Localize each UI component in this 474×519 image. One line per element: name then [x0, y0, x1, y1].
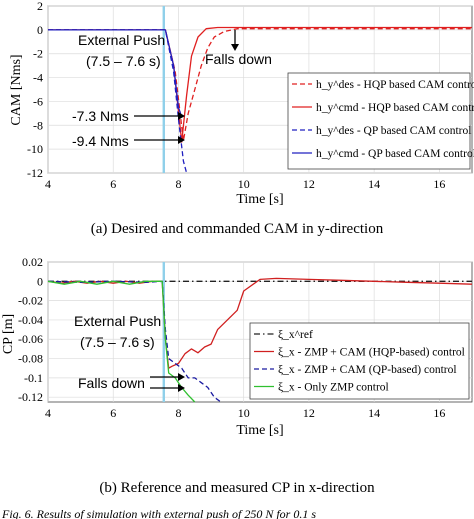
a-x-tick-label: 12 — [303, 177, 315, 191]
chart-b-annotation-push: External Push — [74, 313, 161, 329]
chart-a-annotation-push: External Push — [78, 32, 165, 48]
chart-a-ylabel: CAM [Nms] — [9, 54, 24, 125]
chart-b-caption: (b) Reference and measured CP in x-direc… — [99, 480, 375, 496]
a-x-tick-label: 14 — [368, 177, 380, 191]
b-x-tick-label: 16 — [433, 406, 445, 420]
chart-a-legend: h_y^des - HQP based CAM control h_y^cmd -… — [287, 72, 474, 170]
b-y-tick-label: -0.08 — [18, 352, 43, 366]
chart-b-xlabel: Time [s] — [236, 423, 283, 438]
a-x-tick-label: 16 — [433, 177, 445, 191]
chart-a-x-ticks: 4 6 8 10 12 14 16 — [45, 177, 445, 191]
b-legend-label-1: ξ_x - ZMP + CAM (HQP-based) control — [278, 347, 465, 359]
b-legend-label-0: ξ_x^ref — [278, 329, 313, 341]
b-series-line-2 — [47, 280, 222, 403]
chart-a-annotation-94: -9.4 Nms — [72, 133, 129, 149]
b-x-tick-label: 12 — [303, 406, 315, 420]
a-y-tick-label: 0 — [37, 23, 43, 37]
chart-b-annotation-falls: Falls down — [78, 375, 145, 391]
chart-b: 4 6 8 10 12 14 16 0.02 0 -0.02 -0.04 -0.06 -0.08 -0.… — [1, 255, 473, 438]
a-y-tick-label: -6 — [33, 94, 43, 108]
b-x-tick-label: 14 — [368, 406, 380, 420]
a-x-tick-label: 6 — [110, 177, 116, 191]
chart-a-annotation-73: -7.3 Nms — [72, 108, 129, 124]
b-legend-label-2: ξ_x - ZMP + CAM (QP-based) control — [278, 364, 457, 376]
a-x-tick-label: 4 — [45, 177, 51, 191]
chart-a-caption: (a) Desired and commanded CAM in y-direc… — [91, 221, 384, 237]
a-y-tick-label: -12 — [27, 166, 43, 180]
b-x-tick-label: 4 — [45, 406, 51, 420]
a-y-tick-label: -4 — [33, 71, 43, 85]
b-y-tick-label: -0.12 — [18, 390, 43, 404]
chart-b-y-ticks: 0.02 0 -0.02 -0.04 -0.06 -0.08 -0.1 -0.12 — [18, 255, 43, 404]
a-series-line-0 — [48, 28, 472, 142]
chart-a-annotation-falls: Falls down — [205, 51, 272, 67]
chart-b-falls-arrows — [150, 373, 185, 392]
b-y-tick-label: -0.02 — [18, 294, 43, 308]
chart-a-falls-arrow — [231, 30, 239, 51]
b-y-tick-label: -0.04 — [18, 313, 43, 327]
chart-b-x-ticks: 4 6 8 10 12 14 16 — [45, 406, 445, 420]
chart-a-y-ticks: 2 0 -2 -4 -6 -8 -10 -12 — [27, 0, 43, 180]
a-y-tick-label: -2 — [33, 47, 43, 61]
chart-a: 4 6 8 10 12 14 16 2 0 -2 -4 -6 -8 -10 -12 Time [s] CA… — [9, 0, 474, 207]
a-legend-label-0: h_y^des - HQP based CAM control — [316, 79, 474, 91]
chart-b-legend: ξ_x^ref ξ_x - ZMP + CAM (HQP-based) contr… — [249, 322, 470, 400]
b-y-tick-label: 0 — [37, 274, 43, 288]
chart-a-annotation-push-time: (7.5 – 7.6 s) — [86, 53, 161, 69]
a-y-tick-label: -10 — [27, 142, 43, 156]
chart-b-ylabel: CP [m] — [1, 314, 16, 354]
chart-a-arrow-73 — [134, 112, 185, 120]
a-legend-label-1: h_y^cmd - HQP based CAM control — [316, 102, 474, 114]
b-y-tick-label: -0.06 — [18, 332, 43, 346]
b-y-tick-label: -0.1 — [24, 371, 43, 385]
a-x-tick-label: 10 — [238, 177, 250, 191]
chart-a-xlabel: Time [s] — [236, 192, 283, 207]
b-x-tick-label: 6 — [110, 406, 116, 420]
b-y-tick-label: 0.02 — [22, 255, 43, 269]
a-x-tick-label: 8 — [175, 177, 181, 191]
chart-b-annotation-push-time: (7.5 – 7.6 s) — [80, 334, 155, 350]
a-legend-label-2: h_y^des - QP based CAM control — [316, 125, 471, 137]
figure-footer: Fig. 6. Results of simulation with exter… — [1, 507, 316, 519]
b-legend-label-3: ξ_x - Only ZMP control — [278, 382, 389, 394]
b-x-tick-label: 10 — [238, 406, 250, 420]
b-x-tick-label: 8 — [175, 406, 181, 420]
chart-a-arrow-94 — [134, 136, 185, 144]
a-legend-label-3: h_y^cmd - QP based CAM control — [316, 148, 474, 160]
a-series-line-3 — [48, 29, 183, 118]
b-series-line-1 — [47, 277, 473, 369]
a-y-tick-label: -8 — [33, 118, 43, 132]
a-y-tick-label: 2 — [37, 0, 43, 13]
chart-a-series — [48, 26, 472, 174]
